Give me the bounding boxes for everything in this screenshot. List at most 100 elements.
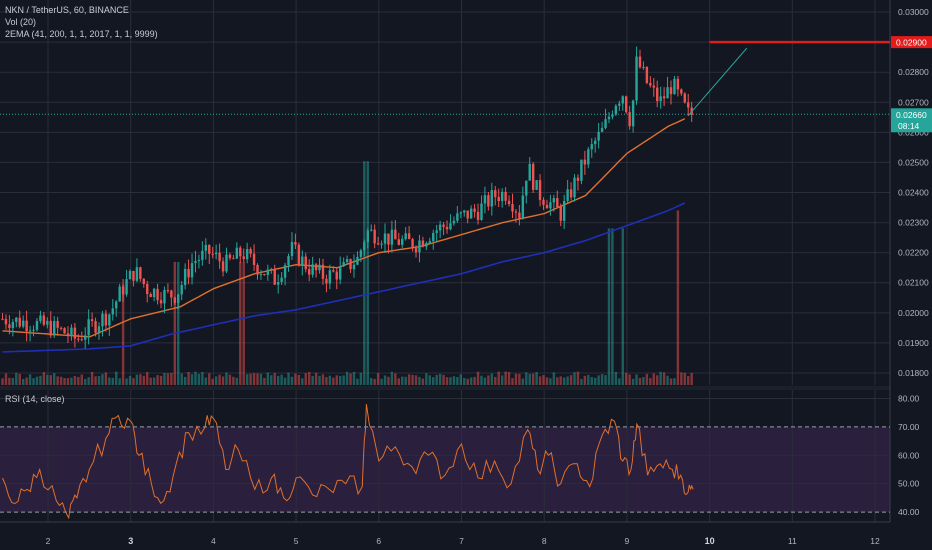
volume-bar — [249, 373, 252, 385]
volume-bar — [232, 376, 235, 385]
volume-bar — [611, 228, 614, 385]
volume-bar — [4, 373, 8, 385]
candle — [49, 311, 52, 339]
candle — [459, 211, 463, 219]
volume-bar — [15, 372, 18, 385]
volume-bar — [273, 372, 276, 385]
volume-bar — [494, 376, 497, 385]
candle-body — [418, 240, 421, 253]
volume-bar — [666, 375, 669, 385]
volume-bar — [211, 378, 214, 385]
volume-bar — [173, 261, 177, 385]
candle — [59, 326, 63, 331]
volume-bar — [390, 371, 394, 385]
volume-bar — [535, 372, 538, 385]
candle — [587, 147, 590, 169]
volume-bar — [452, 376, 456, 385]
candle — [352, 254, 356, 278]
volume-bar — [521, 378, 525, 385]
candle — [590, 138, 593, 158]
candle — [383, 223, 387, 253]
candle-body — [656, 87, 659, 102]
candle — [411, 237, 414, 252]
volume-bar — [166, 373, 170, 385]
volume-bar — [180, 373, 183, 385]
candle-body — [483, 195, 487, 204]
volume-bar — [445, 377, 449, 385]
candle — [518, 205, 521, 226]
candle — [266, 264, 270, 281]
candle — [80, 331, 83, 342]
candle-body — [128, 270, 132, 280]
grid — [0, 0, 890, 522]
candle-body — [245, 249, 249, 260]
volume-bar — [538, 376, 542, 385]
candle-body — [542, 199, 545, 205]
volume-bar — [397, 378, 400, 385]
time-tick-label: 9 — [625, 536, 630, 546]
candle — [25, 310, 28, 342]
candle-body — [25, 320, 28, 332]
candle-body — [142, 278, 146, 284]
volume-bar — [149, 377, 152, 385]
candle-body — [635, 56, 638, 101]
candle-body — [263, 274, 266, 276]
candle-body — [159, 300, 163, 304]
candle — [456, 206, 459, 223]
volume-bar — [208, 373, 211, 385]
volume-bar — [225, 372, 228, 385]
candle-body — [421, 240, 425, 247]
symbol-legend: NKN / TetherUS, 60, BINANCE — [5, 5, 129, 15]
candle-body — [121, 286, 125, 295]
volume-bar — [625, 372, 628, 385]
candle — [332, 266, 335, 273]
volume-bar — [514, 373, 518, 385]
volume-bar — [504, 371, 507, 385]
candle-body — [618, 103, 621, 106]
candle-body — [407, 233, 411, 240]
candle — [556, 190, 559, 208]
candle — [190, 253, 194, 285]
candle-body — [80, 339, 83, 341]
candle-body — [170, 290, 173, 298]
volume-bar — [197, 373, 201, 385]
candle — [115, 300, 118, 317]
volume-bar — [435, 374, 438, 385]
candle-body — [473, 208, 476, 212]
volume-bar — [318, 375, 321, 385]
candle-body — [183, 268, 187, 285]
candle — [204, 238, 208, 260]
candle — [287, 253, 290, 272]
candle — [270, 267, 273, 274]
candle-body — [166, 290, 170, 292]
volume-bar — [118, 378, 121, 385]
candle-body — [187, 268, 190, 278]
volume-bar — [542, 375, 545, 385]
candle — [542, 197, 545, 210]
time-tick-label: 7 — [459, 536, 464, 546]
candle-body — [73, 327, 77, 339]
candle-body — [15, 317, 18, 323]
volume-bar — [39, 375, 42, 385]
candle — [373, 224, 376, 249]
candle-body — [631, 100, 635, 127]
candle-body — [494, 190, 497, 198]
candle-body — [287, 256, 290, 266]
candle — [132, 270, 135, 287]
candle — [276, 274, 280, 294]
candle-body — [487, 195, 490, 207]
candle-body — [545, 204, 549, 209]
volume-bar — [18, 373, 21, 385]
volume-bar — [456, 377, 459, 385]
candle-body — [180, 284, 183, 295]
candle-body — [84, 335, 87, 340]
candle — [173, 296, 177, 305]
projection-line — [687, 47, 748, 117]
candle — [263, 273, 266, 276]
candle-body — [659, 96, 662, 102]
volume-bar — [28, 374, 32, 385]
candle-body — [514, 211, 518, 213]
volume-bar — [662, 372, 666, 385]
candle-body — [680, 89, 683, 94]
